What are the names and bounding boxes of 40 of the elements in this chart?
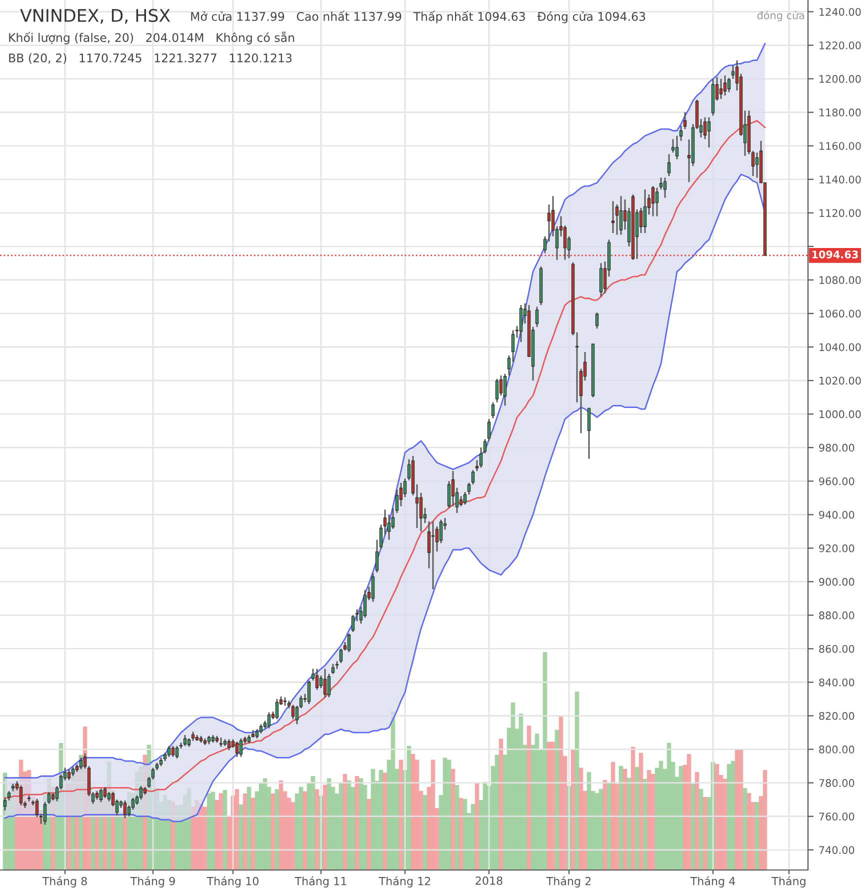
y-tick-label: 1040.00 xyxy=(820,343,861,352)
x-tick-label: Tháng 11 xyxy=(294,876,346,888)
chart-title: VNINDEX, D, HSX xyxy=(20,8,170,24)
y-tick-label: 1060.00 xyxy=(820,310,861,318)
x-tick-label: Tháng 8 xyxy=(42,876,87,888)
x-tick-label: Tháng 4 xyxy=(690,876,736,888)
y-tick-label: 1180.00 xyxy=(820,108,861,116)
x-tick-label: 2018 xyxy=(476,876,502,885)
annotation: BB (20, 2) 1170.7245 1221.3277 1120.1213 xyxy=(9,53,292,64)
y-tick-label: 940.00 xyxy=(819,510,854,519)
y-tick-label: 1140.00 xyxy=(820,176,861,184)
y-tick-label: 1200.00 xyxy=(820,75,861,83)
annotation: đóng cửa xyxy=(757,10,804,22)
annotation: Khối lượng (false, 20) 204.014M Không có sẵn xyxy=(9,32,294,44)
y-tick-label: 900.00 xyxy=(819,578,854,586)
y-tick-label: 840.00 xyxy=(819,678,854,686)
y-tick-label: 960.00 xyxy=(819,477,854,486)
y-tick-label: 740.00 xyxy=(819,846,854,854)
x-tick-label: Tháng 9 xyxy=(130,876,175,888)
x-tick-label: Tháng 2 xyxy=(546,876,591,888)
y-tick-label: 820.00 xyxy=(819,712,854,720)
y-tick-label: 920.00 xyxy=(819,544,854,552)
y-tick-label: 1080.00 xyxy=(820,276,861,284)
y-tick-label: 1000.00 xyxy=(820,410,861,418)
y-tick-label: 1240.00 xyxy=(820,8,861,16)
x-tick-label: Tháng 10 xyxy=(206,876,258,888)
ref-line-label: 1094.63 xyxy=(812,250,858,258)
y-tick-label: 980.00 xyxy=(819,444,854,452)
y-tick-label: 780.00 xyxy=(819,779,854,787)
y-tick-label: 800.00 xyxy=(819,746,854,754)
y-tick-label: 1160.00 xyxy=(820,142,861,150)
y-tick-label: 880.00 xyxy=(819,611,854,620)
x-tick-label: Tháng 12 xyxy=(378,876,430,888)
x-tick-label: Tháng xyxy=(772,876,806,888)
y-tick-label: 1120.00 xyxy=(820,209,861,217)
y-tick-label: 1220.00 xyxy=(820,41,861,50)
annotation: Mở cửa 1137.99 Cao nhất 1137.99 Thấp nhất 1094.63 Đóng cửa 1094.63 xyxy=(191,10,646,24)
y-tick-label: 760.00 xyxy=(819,812,854,820)
y-tick-label: 860.00 xyxy=(819,644,854,653)
y-tick-label: 1020.00 xyxy=(820,376,861,385)
